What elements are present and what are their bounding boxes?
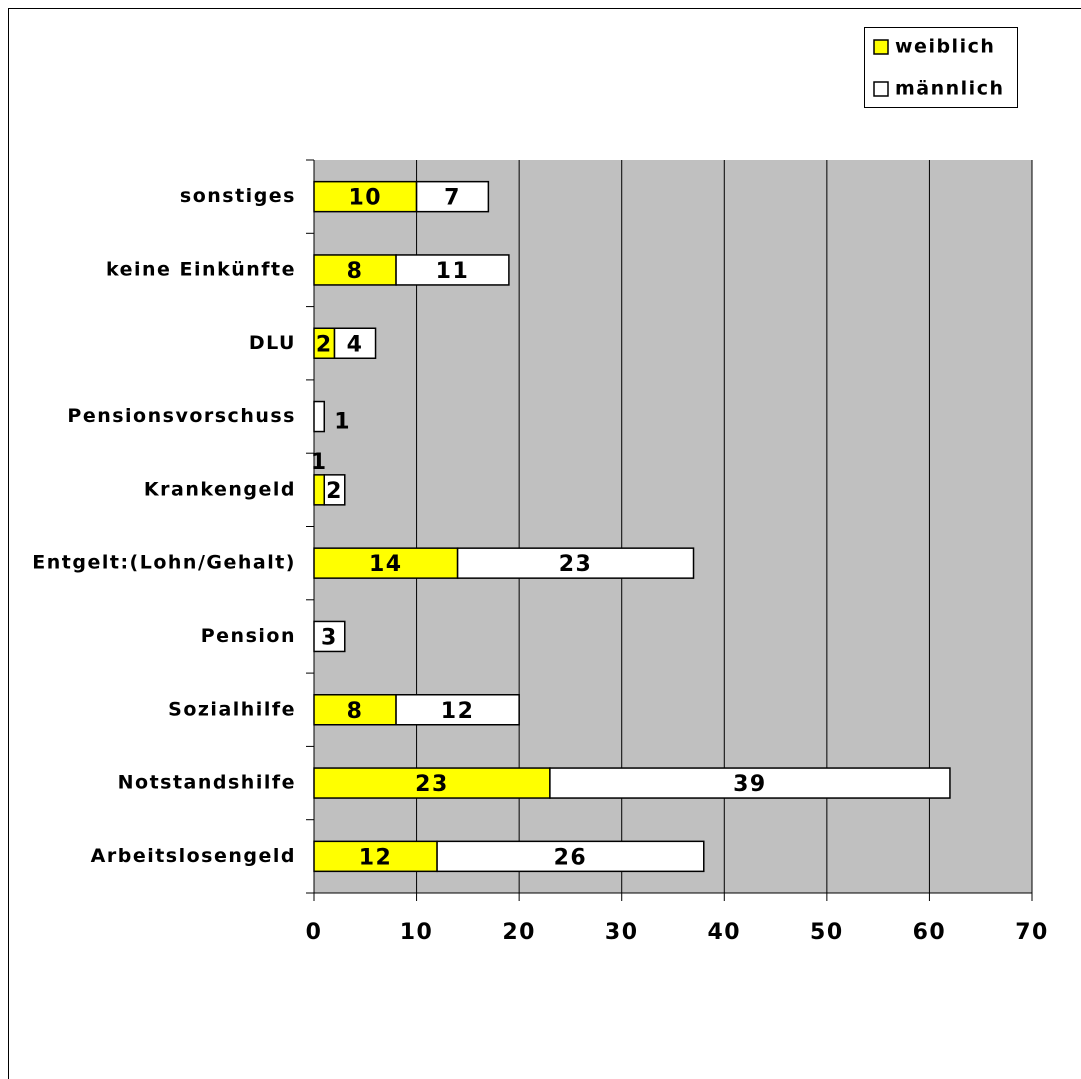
legend-box xyxy=(864,27,1018,108)
x-tick-label: 70 xyxy=(1015,920,1049,945)
legend-swatch xyxy=(873,39,889,55)
bar-segment xyxy=(313,180,418,213)
data-label: 8 xyxy=(347,259,364,284)
data-label: 2 xyxy=(316,332,333,357)
y-tick-label: Entgelt:(Lohn/Gehalt) xyxy=(32,552,296,574)
data-label: 10 xyxy=(348,186,382,211)
data-label: 12 xyxy=(441,699,475,724)
legend-swatch xyxy=(873,81,889,97)
data-label: 23 xyxy=(415,772,449,797)
data-label: 4 xyxy=(347,332,364,357)
data-label: 11 xyxy=(436,259,470,284)
data-label: 23 xyxy=(559,552,593,577)
data-label: 7 xyxy=(444,186,461,211)
bar-segment xyxy=(549,767,951,799)
data-label: 39 xyxy=(733,772,767,797)
bar-segment xyxy=(323,474,346,506)
bar-segment xyxy=(313,767,551,799)
y-tick-label: Krankengeld xyxy=(144,478,296,500)
data-label: 26 xyxy=(554,845,588,870)
bar-segment xyxy=(313,547,459,579)
chart-border xyxy=(8,8,1081,1079)
bar-segment xyxy=(333,327,377,359)
bar-segment xyxy=(415,180,490,213)
data-label: 2 xyxy=(326,479,343,504)
x-tick-label: 20 xyxy=(502,920,536,945)
y-tick-label: DLU xyxy=(249,332,296,354)
x-tick-label: 60 xyxy=(913,920,947,945)
y-tick-label: Notstandshilfe xyxy=(118,772,296,794)
bar-segment xyxy=(313,400,326,433)
x-tick-label: 50 xyxy=(810,920,844,945)
y-tick-label: Arbeitslosengeld xyxy=(91,845,296,867)
y-tick-label: sonstiges xyxy=(180,185,296,207)
y-tick-label: keine Einkünfte xyxy=(106,258,296,280)
data-label: 1 xyxy=(311,450,328,475)
bar-segment xyxy=(313,840,438,873)
legend-label: männlich xyxy=(895,78,1005,100)
bar-segment xyxy=(436,840,705,873)
bar-segment xyxy=(456,547,695,579)
y-tick-label: Pension xyxy=(201,625,296,647)
x-tick-label: 0 xyxy=(306,920,323,945)
bar-segment xyxy=(395,694,520,726)
x-tick-label: 10 xyxy=(400,920,434,945)
y-tick-label: Sozialhilfe xyxy=(168,698,296,720)
data-label: 14 xyxy=(369,552,403,577)
x-tick-label: 40 xyxy=(707,920,741,945)
data-label: 3 xyxy=(321,625,338,650)
data-label: 12 xyxy=(359,845,393,870)
bar-segment xyxy=(313,474,326,506)
bar-segment xyxy=(313,620,346,653)
bar-segment xyxy=(395,254,510,286)
data-label: 8 xyxy=(347,699,364,724)
data-label: 1 xyxy=(334,410,351,435)
legend-label: weiblich xyxy=(895,36,995,58)
x-tick-label: 30 xyxy=(605,920,639,945)
y-tick-label: Pensionsvorschuss xyxy=(67,405,296,427)
